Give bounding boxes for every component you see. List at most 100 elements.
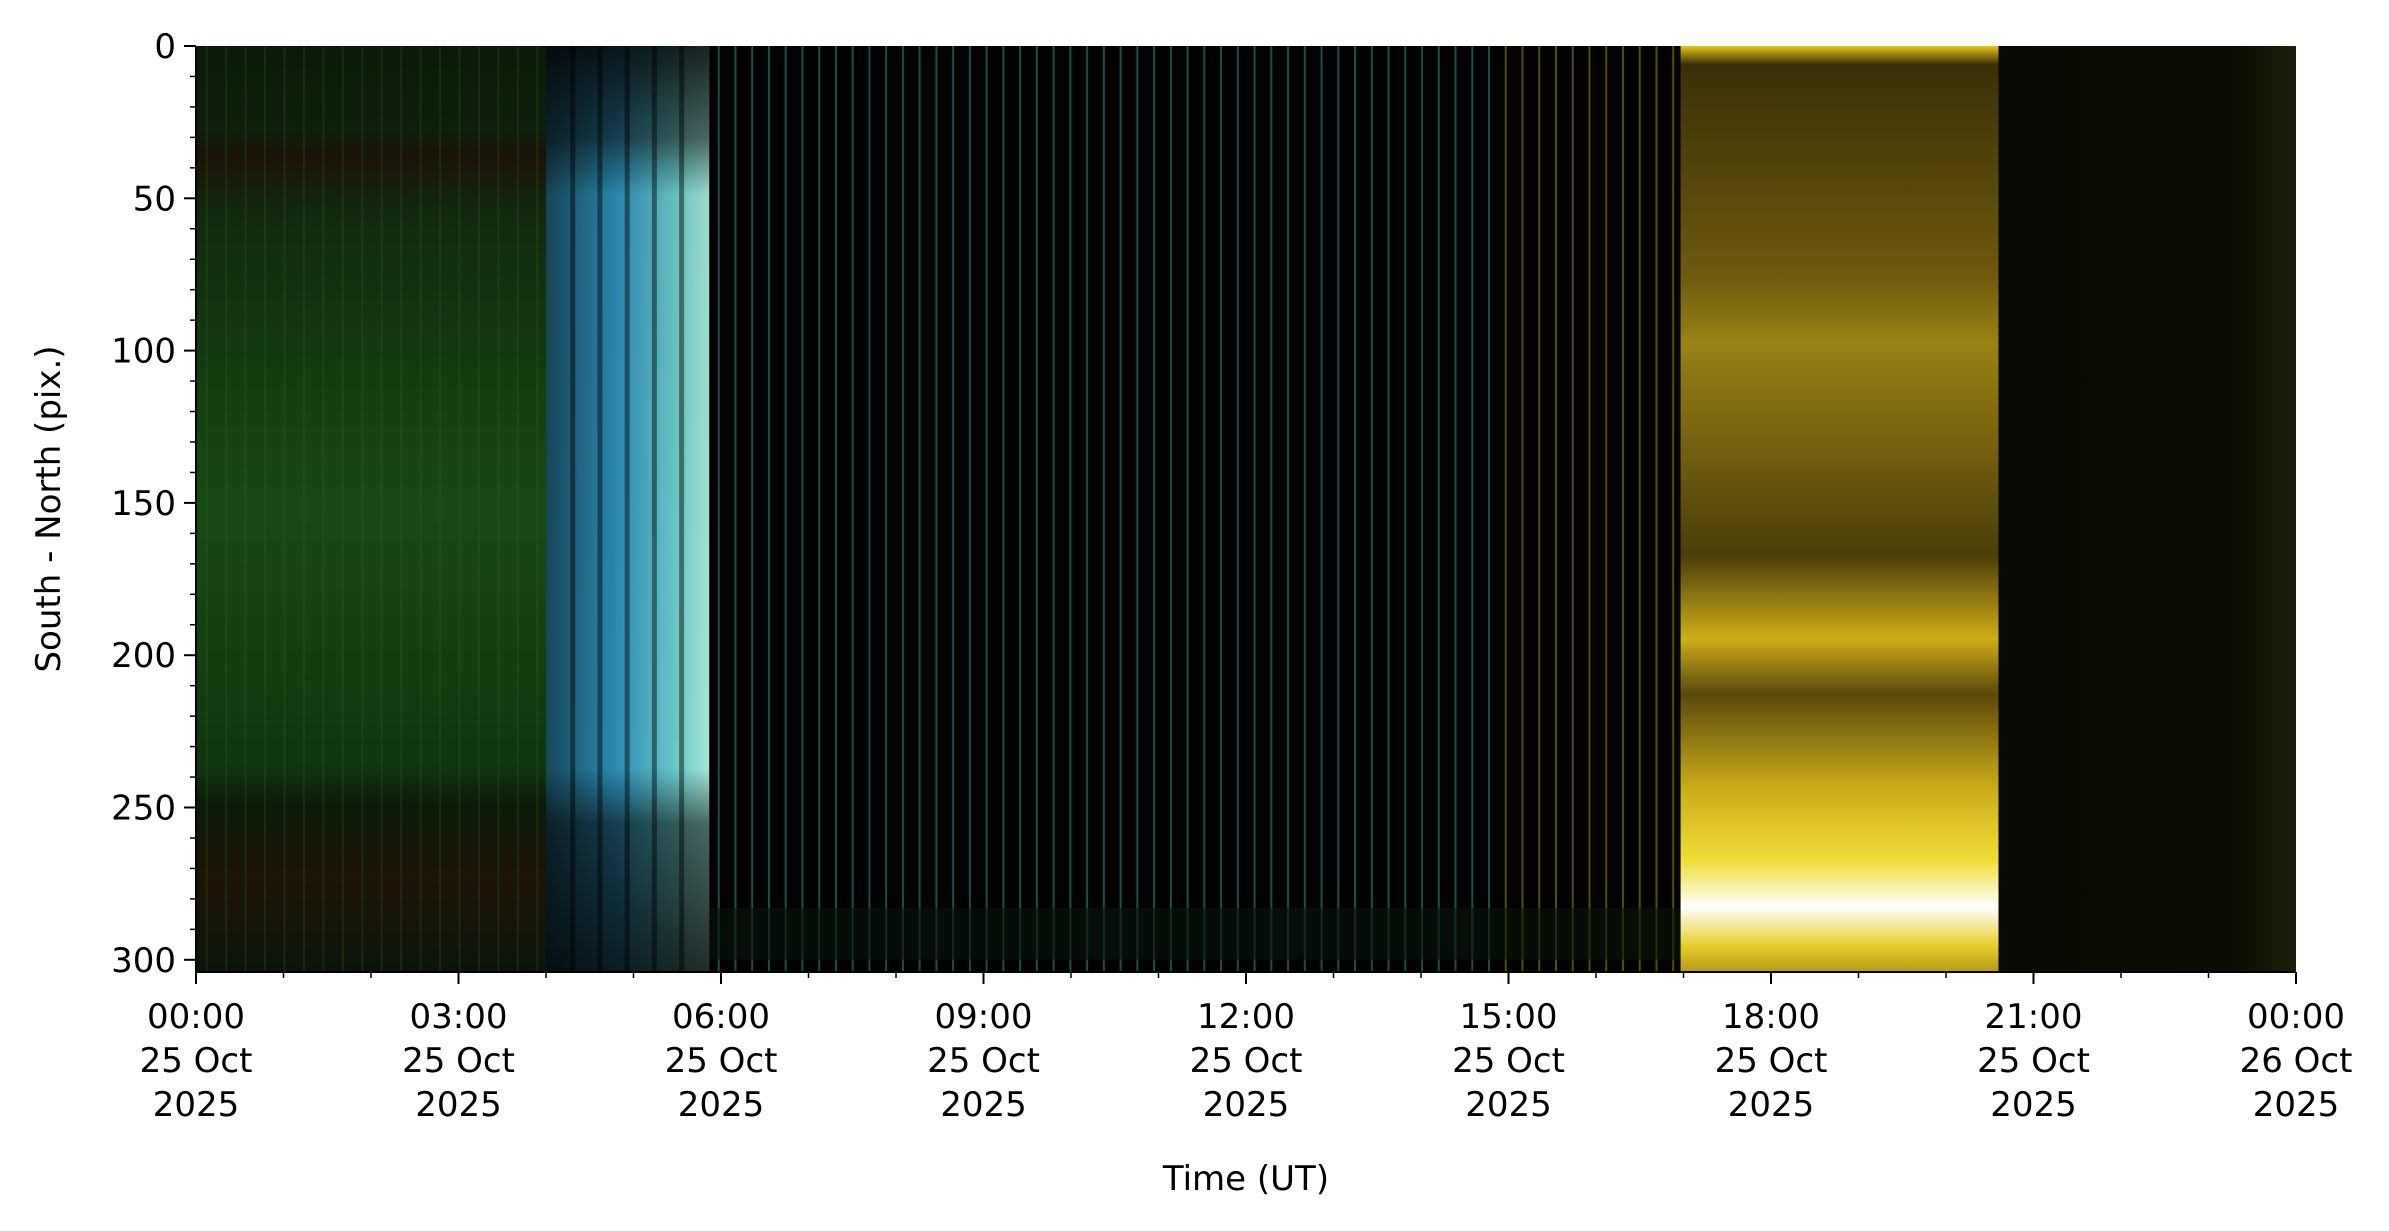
stripe [1169, 46, 1172, 972]
stripe-band [709, 908, 1681, 960]
stripe [1588, 46, 1591, 972]
x-tick-label: 25 Oct [402, 1041, 515, 1081]
region-green [196, 46, 546, 972]
green-streak [361, 46, 364, 972]
y-tick-label: 0 [154, 27, 176, 67]
cyan-seam [679, 46, 685, 972]
stripe [1119, 46, 1122, 972]
y-tick-label: 200 [111, 636, 176, 676]
stripe [1538, 46, 1541, 972]
stripe [1638, 46, 1641, 972]
region-cyan-shade [546, 46, 710, 972]
green-streak [458, 46, 461, 972]
stripe [834, 46, 837, 972]
green-streak [283, 46, 286, 972]
y-tick-label: 300 [111, 941, 176, 981]
stripe [935, 46, 938, 972]
stripe [1554, 46, 1557, 972]
x-tick-label: 2025 [2253, 1085, 2340, 1125]
green-streak [516, 46, 519, 972]
green-streak [477, 46, 480, 972]
stripe [1354, 46, 1357, 972]
stripe [1672, 46, 1675, 972]
stripe [1002, 46, 1005, 972]
stripe [1454, 46, 1457, 972]
x-tick-label: 25 Oct [140, 1041, 253, 1081]
y-tick-label: 150 [111, 484, 176, 524]
stripe [801, 46, 804, 972]
stripe [918, 46, 921, 972]
plot-area [196, 46, 2296, 972]
y-tick-label: 250 [111, 789, 176, 829]
x-tick-label: 00:00 [2247, 997, 2345, 1037]
x-tick-label: 03:00 [410, 997, 508, 1037]
x-tick-label: 2025 [153, 1085, 240, 1125]
stripe [1153, 46, 1156, 972]
stripe [1052, 46, 1055, 972]
green-streak [419, 46, 422, 972]
x-tick-label: 26 Oct [2240, 1041, 2353, 1081]
x-tick-label: 2025 [940, 1085, 1027, 1125]
stripe [1605, 46, 1608, 972]
stripe [1471, 46, 1474, 972]
stripe [784, 46, 787, 972]
stripe [901, 46, 904, 972]
stripe [1287, 46, 1290, 972]
stripe [985, 46, 988, 972]
stripe [734, 46, 737, 972]
stripe [1303, 46, 1306, 972]
stripe [1488, 46, 1491, 972]
stripe [1370, 46, 1373, 972]
x-axis-label: Time (UT) [1162, 1159, 1329, 1199]
green-streak [400, 46, 403, 972]
x-tick-label: 00:00 [147, 997, 245, 1037]
x-tick-label: 2025 [1465, 1085, 1552, 1125]
y-tick-label: 50 [133, 179, 176, 219]
region-dark-olive [1998, 46, 2296, 972]
x-tick-label: 25 Oct [1452, 1041, 1565, 1081]
cyan-seam [651, 46, 657, 972]
stripe [1253, 46, 1256, 972]
green-streak [264, 46, 267, 972]
stripe [1621, 46, 1624, 972]
x-tick-label: 25 Oct [1977, 1041, 2090, 1081]
green-streak [497, 46, 500, 972]
stripe [1571, 46, 1574, 972]
green-streak [380, 46, 383, 972]
stripe [952, 46, 955, 972]
stripe [1320, 46, 1323, 972]
stripe [1521, 46, 1524, 972]
stripe [1404, 46, 1407, 972]
x-tick-label: 2025 [415, 1085, 502, 1125]
stripe [1035, 46, 1038, 972]
stripe [885, 46, 888, 972]
cyan-seam [624, 46, 630, 972]
green-streak [322, 46, 325, 972]
stripe [767, 46, 770, 972]
stripe [1236, 46, 1239, 972]
x-tick-label: 2025 [1203, 1085, 1290, 1125]
stripe [1136, 46, 1139, 972]
x-tick-label: 2025 [1728, 1085, 1815, 1125]
stripe [717, 46, 720, 972]
cyan-seam [597, 46, 603, 972]
stripe [1387, 46, 1390, 972]
stripe [1019, 46, 1022, 972]
green-streak [536, 46, 539, 972]
green-streak [341, 46, 344, 972]
y-axis-label: South - North (pix.) [29, 345, 69, 672]
stripe [1421, 46, 1424, 972]
x-tick-label: 09:00 [935, 997, 1033, 1037]
green-streak [439, 46, 442, 972]
region-dark-stripes [709, 46, 1681, 972]
y-tick-label: 100 [111, 332, 176, 372]
green-streak [225, 46, 228, 972]
stripe [818, 46, 821, 972]
x-tick-label: 15:00 [1460, 997, 1558, 1037]
green-streak [244, 46, 247, 972]
x-tick-label: 06:00 [672, 997, 770, 1037]
x-tick-label: 12:00 [1197, 997, 1295, 1037]
stripe [1437, 46, 1440, 972]
stripe [968, 46, 971, 972]
